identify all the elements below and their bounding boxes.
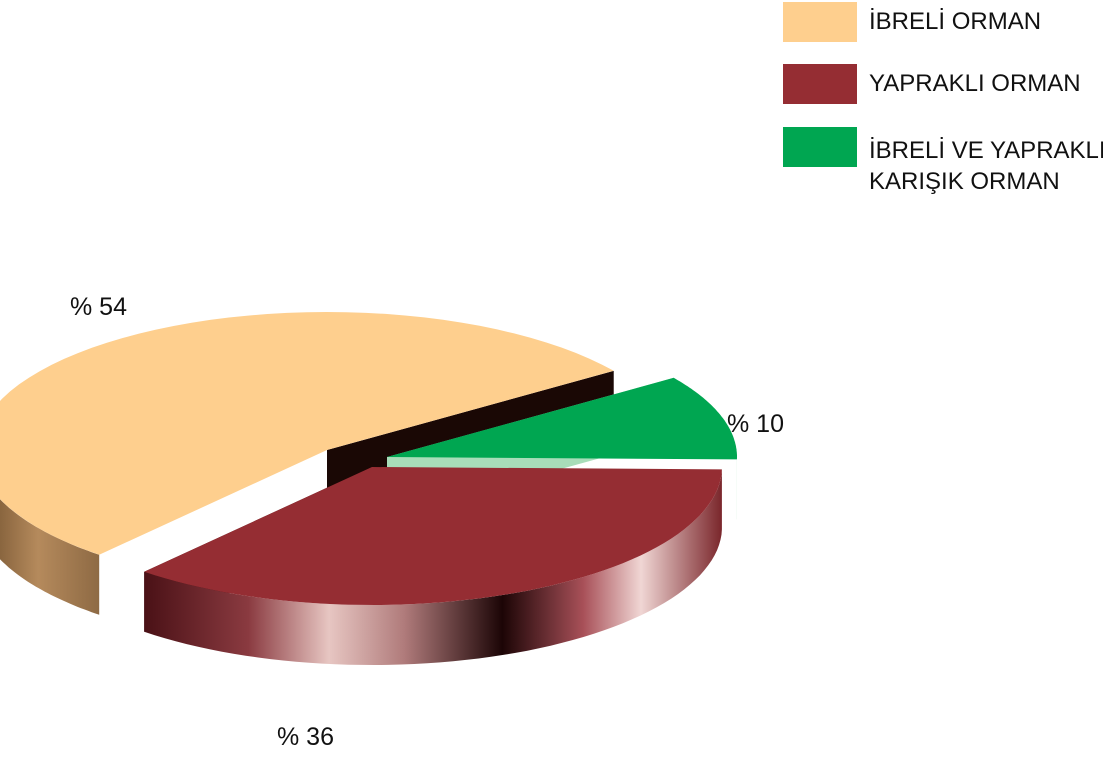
data-label-yaprakli: % 36 (277, 723, 334, 751)
pie-slice-ibreli (0, 312, 614, 555)
pie-slice-karisik (387, 377, 737, 460)
data-label-ibreli: % 54 (70, 293, 127, 321)
pie-slice-yaprakli (144, 467, 722, 605)
pie-side-ibreli-0 (0, 499, 100, 615)
data-label-karisik: % 10 (727, 410, 784, 438)
pie-side-yaprakli-0 (144, 469, 722, 665)
legend-swatch-ibreli (783, 2, 857, 42)
legend-label-karisik: İBRELİ VE YAPRAKLI KARIŞIK ORMAN (869, 137, 1103, 195)
legend-swatch-yaprakli (783, 64, 857, 104)
legend-label-ibreli: İBRELİ ORMAN (869, 8, 1042, 35)
legend-swatch-karisik (783, 127, 857, 167)
legend-label-yaprakli: YAPRAKLI ORMAN (869, 70, 1081, 97)
